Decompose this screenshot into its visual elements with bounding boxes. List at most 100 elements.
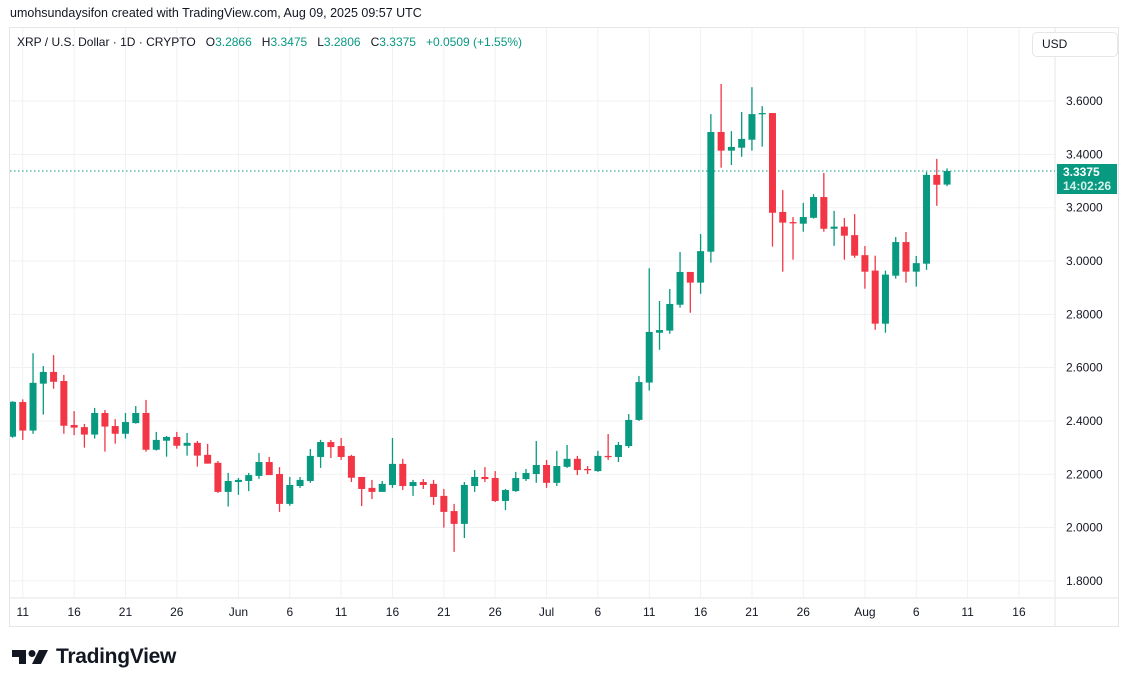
candle-body bbox=[50, 371, 58, 382]
candle-body bbox=[923, 174, 931, 264]
candle-body bbox=[851, 235, 859, 256]
time-axis-label: 26 bbox=[489, 605, 503, 619]
candle-body bbox=[471, 476, 479, 487]
candle-down bbox=[265, 456, 273, 476]
candle-body bbox=[29, 382, 37, 431]
candle-body bbox=[306, 455, 314, 481]
candle-body bbox=[625, 419, 633, 447]
open-label: O bbox=[205, 35, 216, 49]
open-value: 3.2866 bbox=[215, 35, 252, 49]
time-axis-label: 6 bbox=[286, 605, 293, 619]
candle-body bbox=[686, 271, 694, 283]
candle-body bbox=[286, 484, 294, 504]
time-axis-label: Jun bbox=[229, 605, 248, 619]
last-price-value: 3.3375 bbox=[1063, 165, 1100, 179]
candle-body bbox=[121, 422, 129, 434]
candle-body bbox=[727, 146, 735, 151]
tradingview-logo-icon bbox=[12, 650, 48, 664]
candle-body bbox=[388, 463, 396, 485]
candle-body bbox=[543, 464, 551, 483]
candle-body bbox=[820, 197, 828, 229]
low-label: L bbox=[317, 35, 324, 49]
time-axis-label: 11 bbox=[17, 605, 30, 619]
candle-body bbox=[892, 242, 900, 276]
candle-down bbox=[686, 271, 694, 313]
candle-down bbox=[327, 439, 335, 459]
candle-body bbox=[501, 490, 509, 501]
candle-body bbox=[163, 436, 171, 441]
candle-body bbox=[563, 458, 571, 467]
candle-down bbox=[933, 158, 941, 206]
candle-up bbox=[255, 452, 263, 479]
candle-down bbox=[193, 440, 201, 467]
candle-up bbox=[697, 234, 705, 294]
candle-up bbox=[912, 255, 920, 287]
candle-body bbox=[830, 226, 838, 229]
candle-body bbox=[152, 439, 160, 450]
candle-down bbox=[851, 214, 859, 258]
candle-body bbox=[399, 463, 407, 487]
candle-up bbox=[29, 353, 37, 434]
candle-body bbox=[378, 483, 386, 492]
candle-body bbox=[317, 442, 325, 457]
candle-down bbox=[347, 454, 355, 483]
candle-body bbox=[327, 442, 335, 448]
time-axis-label: 6 bbox=[913, 605, 920, 619]
candle-body bbox=[758, 113, 766, 115]
candle-down bbox=[70, 411, 78, 436]
candle-body bbox=[779, 211, 787, 223]
candle-down bbox=[491, 471, 499, 503]
price-axis-label: 2.8000 bbox=[1066, 307, 1103, 321]
candle-body bbox=[553, 466, 561, 483]
change-value: +0.0509 (+1.55%) bbox=[425, 35, 523, 49]
candle-up bbox=[614, 442, 622, 463]
candle-body bbox=[173, 436, 181, 446]
currency-button[interactable]: USD bbox=[1032, 32, 1118, 57]
time-axis-label: 11 bbox=[335, 605, 348, 619]
candle-body bbox=[635, 382, 643, 420]
candle-down bbox=[19, 399, 27, 440]
candles-group bbox=[10, 83, 951, 552]
candle-up bbox=[224, 472, 232, 507]
candle-up bbox=[163, 435, 171, 457]
candle-body bbox=[789, 222, 797, 224]
chart-frame bbox=[9, 27, 1119, 627]
candle-body bbox=[645, 331, 653, 383]
candle-body bbox=[10, 401, 16, 437]
candle-body bbox=[450, 511, 458, 524]
candle-down bbox=[214, 460, 222, 493]
candle-body bbox=[460, 484, 468, 524]
candle-body bbox=[676, 271, 684, 305]
time-axis-label: 11 bbox=[961, 605, 974, 619]
candle-up bbox=[881, 270, 889, 333]
candle-up bbox=[522, 468, 530, 481]
candle-up bbox=[727, 131, 735, 166]
time-axis-label: 21 bbox=[119, 605, 133, 619]
candle-up bbox=[121, 412, 129, 439]
candle-up bbox=[501, 488, 509, 511]
candle-body bbox=[594, 455, 602, 472]
time-axis-label: 21 bbox=[437, 605, 451, 619]
low-value: 3.2806 bbox=[323, 35, 361, 49]
candle-down bbox=[276, 467, 284, 512]
candle-down bbox=[50, 355, 58, 389]
candle-down bbox=[584, 466, 592, 475]
time-axis-label: 21 bbox=[745, 605, 759, 619]
candle-body bbox=[430, 483, 438, 497]
close-label: C bbox=[370, 35, 380, 49]
candle-down bbox=[481, 467, 489, 483]
candle-body bbox=[573, 458, 581, 471]
tradingview-logo[interactable]: TradingView bbox=[12, 645, 176, 669]
candle-up bbox=[553, 450, 561, 487]
candle-body bbox=[584, 468, 592, 471]
candle-down bbox=[861, 246, 869, 289]
candle-up bbox=[10, 401, 16, 438]
candle-body bbox=[111, 426, 119, 434]
candle-up bbox=[707, 114, 715, 263]
time-axis-label: 26 bbox=[797, 605, 811, 619]
candle-up bbox=[656, 301, 664, 350]
candle-body bbox=[19, 402, 27, 431]
candle-up bbox=[183, 432, 191, 456]
candle-up bbox=[635, 375, 643, 421]
